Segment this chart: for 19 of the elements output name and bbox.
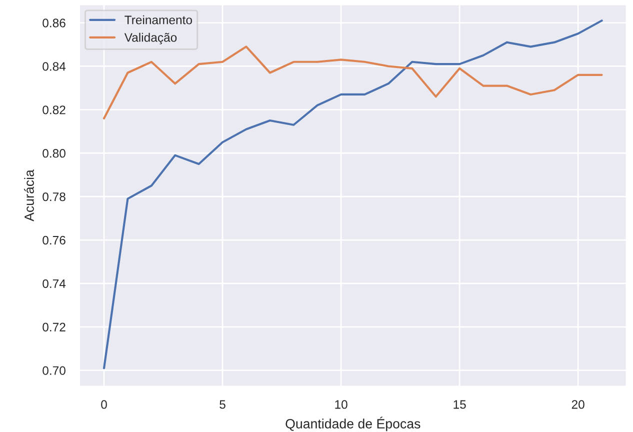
legend-label: Validação	[124, 32, 177, 44]
x-axis-title: Quantidade de Épocas	[286, 416, 420, 432]
x-tick-label: 5	[220, 400, 226, 409]
y-tick-label: 0.74	[42, 279, 66, 288]
x-tick-label: 0	[101, 400, 107, 409]
legend-label: Treinamento	[124, 15, 192, 24]
x-tick-label: 20	[572, 400, 584, 409]
y-axis-title: Acurácia	[24, 170, 34, 222]
y-tick-label: 0.72	[42, 322, 66, 332]
y-tick-label: 0.84	[42, 62, 66, 71]
y-tick-label: 0.80	[42, 149, 66, 158]
y-tick-label: 0.86	[42, 18, 66, 28]
y-tick-label: 0.82	[42, 106, 66, 114]
line-series	[102, 46, 603, 120]
x-tick-label: 15	[454, 400, 466, 409]
x-tick-label: 10	[335, 400, 348, 409]
y-tick-label: 0.78	[42, 192, 66, 202]
y-tick-label: 0.70	[42, 366, 66, 375]
y-tick-label: 0.76	[42, 236, 66, 245]
